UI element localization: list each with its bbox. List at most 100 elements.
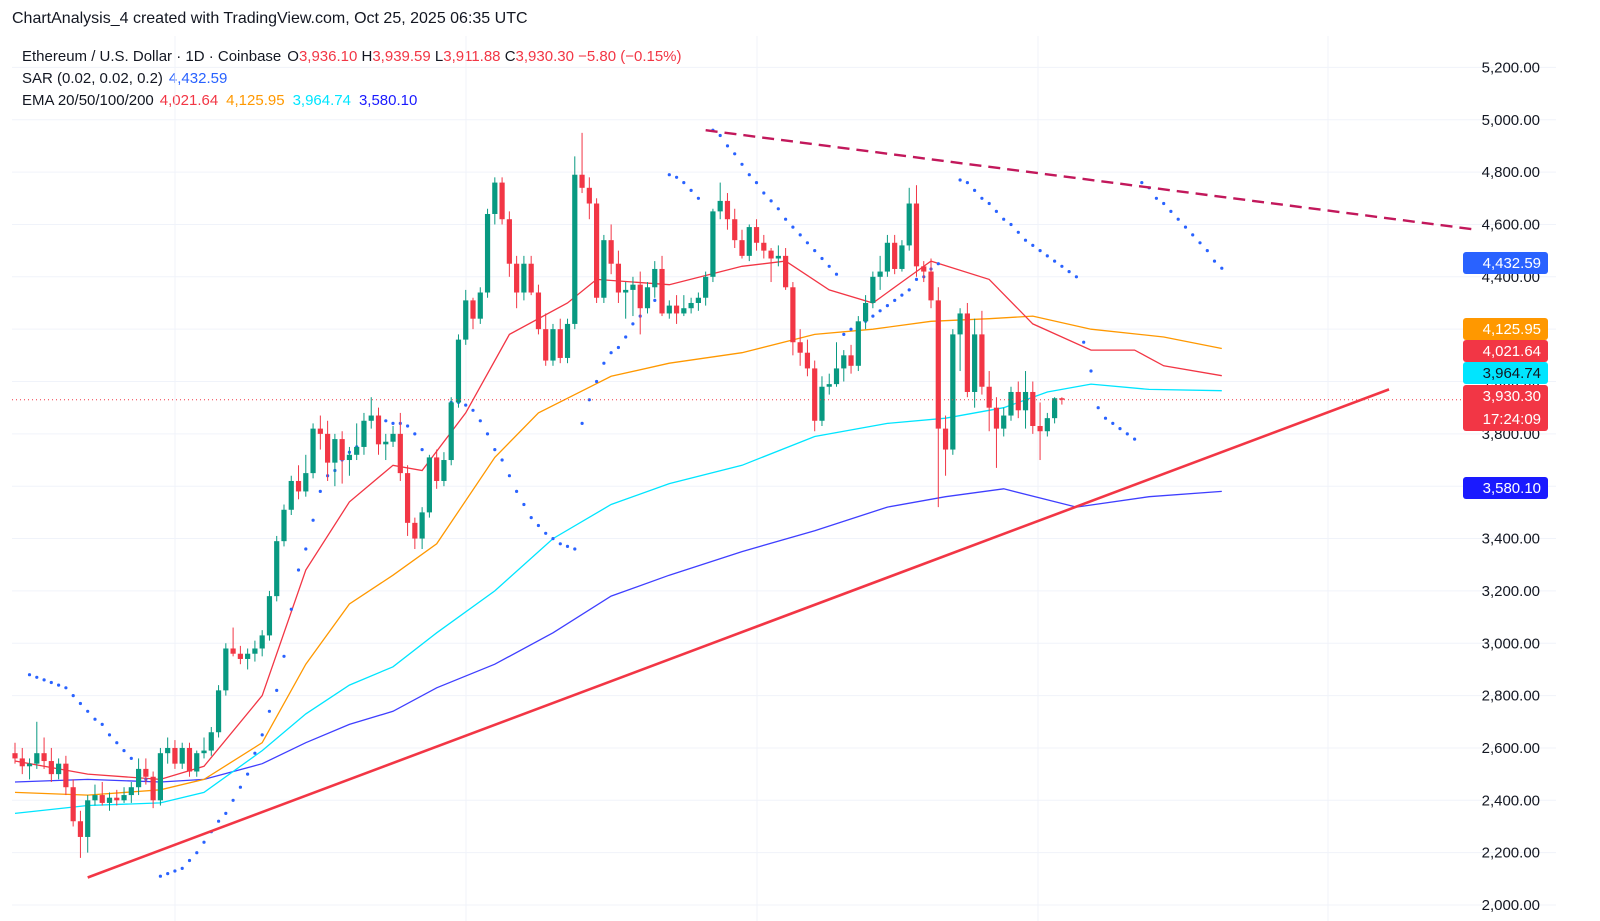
price-tag-box bbox=[1463, 385, 1548, 431]
sar-dot bbox=[551, 537, 555, 541]
sar-dot bbox=[558, 542, 562, 546]
ema-label: EMA 20/50/100/200 bbox=[22, 92, 154, 109]
symbol-title[interactable]: Ethereum / U.S. Dollar · 1D · Coinbase bbox=[22, 48, 282, 65]
candle-down bbox=[397, 433, 403, 474]
candle-up bbox=[361, 420, 367, 447]
sar-dot bbox=[914, 277, 919, 281]
sar-dot bbox=[173, 869, 177, 873]
trendlines bbox=[87, 129, 1477, 879]
ema50-line bbox=[14, 315, 1222, 796]
candle-down bbox=[724, 200, 731, 220]
sar-dot bbox=[1023, 238, 1028, 242]
y-tick-label: 2,800.00 bbox=[1482, 688, 1540, 705]
candle-up bbox=[135, 768, 142, 788]
sar-dot bbox=[522, 502, 526, 507]
sar-dot bbox=[1111, 421, 1115, 425]
candle-down bbox=[48, 761, 54, 775]
candle-down bbox=[506, 219, 512, 264]
ema100-line bbox=[14, 383, 1222, 815]
candle-down bbox=[1015, 391, 1021, 411]
candle-down bbox=[535, 292, 542, 330]
sar-dot bbox=[827, 264, 831, 268]
candle-down bbox=[237, 653, 243, 659]
candle-up bbox=[208, 732, 214, 751]
candle-up bbox=[121, 795, 127, 801]
close-key: C bbox=[504, 48, 516, 65]
sar-dot bbox=[275, 688, 279, 693]
sar-dot bbox=[544, 531, 548, 535]
sar-dot bbox=[1060, 264, 1064, 268]
sar-dot bbox=[871, 314, 875, 318]
y-tick-label: 3,400.00 bbox=[1482, 531, 1540, 548]
sar-dot bbox=[1198, 241, 1202, 245]
candle-up bbox=[695, 297, 701, 303]
sar-dot bbox=[776, 207, 780, 211]
candle-up bbox=[855, 321, 861, 366]
sar-dot bbox=[71, 694, 75, 698]
price-tag-box bbox=[1463, 477, 1548, 499]
legend-sar-row[interactable]: SAR (0.02, 0.02, 0.2) 4,432.59 bbox=[22, 68, 682, 90]
sar-dot bbox=[900, 293, 904, 297]
sar-dot bbox=[217, 819, 221, 823]
sar-dot bbox=[791, 225, 795, 229]
countdown-label: 17:24:09 bbox=[1483, 411, 1541, 428]
sar-dot bbox=[682, 181, 686, 185]
ema100-value: 3,964.74 bbox=[292, 92, 351, 109]
candle-up bbox=[259, 635, 265, 649]
y-tick-label: 2,400.00 bbox=[1482, 792, 1540, 809]
sar-dot bbox=[35, 675, 39, 679]
sar-dot bbox=[1212, 259, 1217, 263]
candle-up bbox=[455, 339, 462, 403]
sar-dot bbox=[471, 408, 475, 412]
sar-dot bbox=[27, 673, 32, 677]
sar-dot bbox=[987, 201, 991, 206]
candle-up bbox=[441, 460, 447, 481]
candle-down bbox=[77, 821, 84, 837]
candle-up bbox=[601, 240, 607, 298]
candle-down bbox=[434, 457, 440, 481]
candle-down bbox=[732, 219, 738, 241]
sar-dot bbox=[493, 448, 497, 452]
candle-up bbox=[833, 368, 840, 385]
candle-up bbox=[223, 648, 229, 691]
candle-up bbox=[484, 213, 491, 293]
candle-down bbox=[470, 300, 476, 319]
sar-dot bbox=[1038, 249, 1042, 253]
candle-down bbox=[339, 439, 345, 461]
open-key: O bbox=[287, 48, 299, 65]
sar-dot bbox=[304, 547, 308, 551]
candle-up bbox=[332, 439, 338, 463]
sar-dot bbox=[224, 811, 228, 816]
y-tick-label: 3,200.00 bbox=[1482, 583, 1540, 600]
sar-dot bbox=[86, 709, 90, 713]
candle-down bbox=[543, 329, 549, 361]
sar-dot bbox=[180, 866, 184, 871]
candle-down bbox=[913, 203, 920, 267]
candle-up bbox=[85, 800, 91, 837]
candle-down bbox=[659, 268, 665, 314]
candle-down bbox=[412, 522, 418, 539]
sar-dot bbox=[1154, 196, 1158, 200]
candle-up bbox=[826, 384, 832, 387]
candle-down bbox=[70, 787, 76, 822]
legend-ema-row[interactable]: EMA 20/50/100/200 4,021.64 4,125.95 3,964.7… bbox=[22, 90, 682, 112]
sar-dot bbox=[1016, 230, 1020, 234]
sar-dot bbox=[64, 686, 68, 690]
sar-dot bbox=[246, 772, 250, 776]
candle-up bbox=[710, 211, 716, 277]
candle-up bbox=[703, 276, 709, 298]
sar-dot bbox=[507, 474, 511, 478]
candle-up bbox=[34, 753, 40, 764]
sar-dot bbox=[1031, 243, 1035, 247]
price-tag-label: 4,021.64 bbox=[1483, 343, 1541, 360]
sar-dot bbox=[238, 785, 242, 789]
candle-down bbox=[63, 763, 69, 788]
candle-down bbox=[761, 242, 767, 251]
candle-up bbox=[1008, 391, 1014, 416]
sar-dot bbox=[973, 188, 977, 192]
sar-dot bbox=[1089, 369, 1093, 373]
sar-dot bbox=[565, 544, 570, 549]
change-value: −5.80 (−0.15%) bbox=[578, 48, 682, 65]
candle-down bbox=[768, 250, 774, 259]
